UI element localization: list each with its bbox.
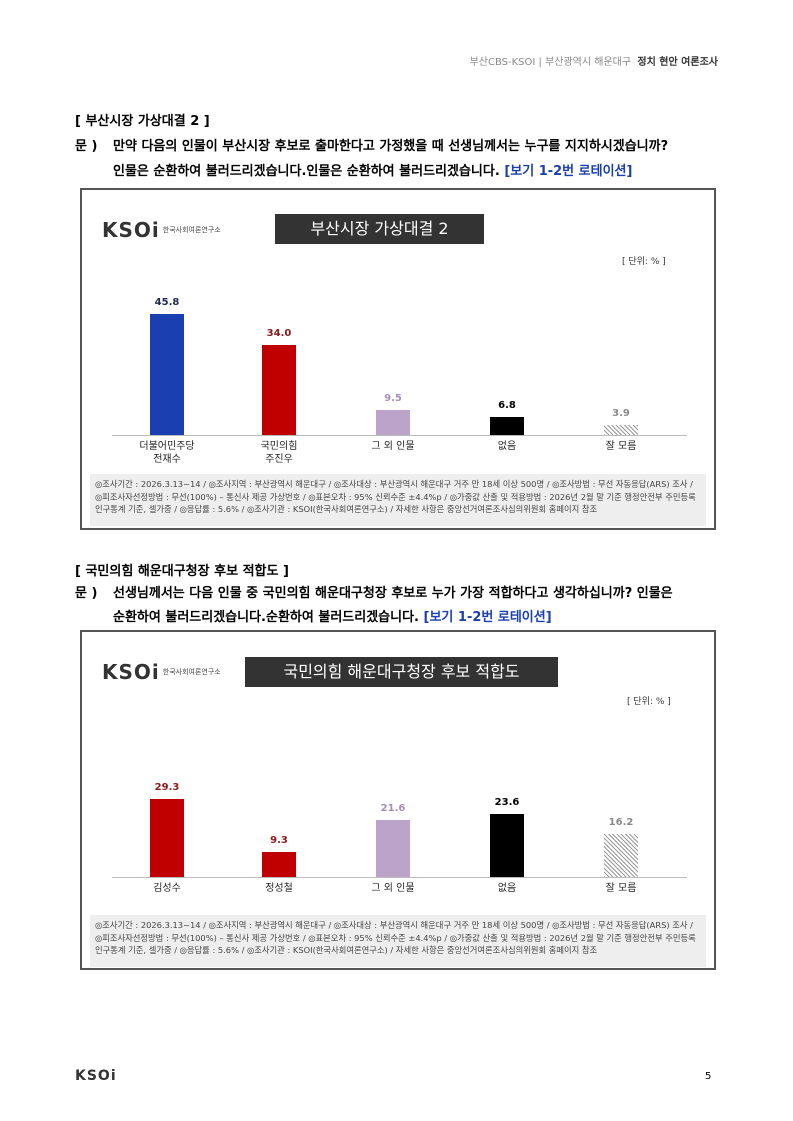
bar <box>150 799 184 877</box>
bar <box>490 814 524 877</box>
value-label: 34.0 <box>266 327 292 339</box>
baseline <box>112 877 687 878</box>
survey-note: ◎조사기간 : 2026.3.13~14 / ◎조사지역 : 부산광역시 해운대… <box>90 474 706 526</box>
question-label: 문 ) <box>75 139 98 154</box>
question-line: 만약 다음의 인물이 부산시장 후보로 출마한다고 가정했을 때 선생님께서는 … <box>113 139 669 154</box>
footer-logo: KSOi <box>75 1068 117 1084</box>
page-number: 5 <box>705 1071 712 1082</box>
bar <box>490 416 524 435</box>
header: 부산CBS-KSOI | 부산광역시 해운대구 정치 현안 여론조사 <box>470 53 718 68</box>
category-label: 그 외 인물 <box>371 883 415 894</box>
bar <box>376 409 410 435</box>
value-label: 29.3 <box>154 782 180 794</box>
bar <box>604 424 638 435</box>
question-note: [보기 1-2번 로테이션] <box>504 164 633 179</box>
chart-title: 국민의힘 해운대구청장 후보 적합도 <box>245 657 558 687</box>
unit-label: [ 단위: % ] <box>622 257 666 267</box>
value-label: 23.6 <box>494 797 520 809</box>
header-right: 정치 현안 여론조사 <box>637 57 718 68</box>
logo-sub: 한국사회여론연구소 <box>162 226 221 234</box>
bar <box>262 344 296 435</box>
baseline <box>112 435 687 436</box>
question-text: 순환하여 불러드리겠습니다. <box>266 610 419 625</box>
value-label: 9.5 <box>384 392 402 404</box>
value-label: 16.2 <box>608 817 634 829</box>
category-label: 그 외 인물 <box>371 441 415 452</box>
section-heading: [ 부산시장 가상대결 2 ] <box>75 114 210 129</box>
question-line: 순환하여 불러드리겠습니다.순환하여 불러드리겠습니다. [보기 1-2번 로테… <box>113 610 552 625</box>
logo: KSOi <box>102 218 160 242</box>
value-label: 6.8 <box>498 399 516 411</box>
value-label: 45.8 <box>154 296 180 308</box>
bar <box>604 834 638 877</box>
survey-note: ◎조사기간 : 2026.3.13~14 / ◎조사지역 : 부산광역시 해운대… <box>90 915 706 967</box>
header-left: 부산CBS-KSOI | 부산광역시 해운대구 <box>469 57 632 68</box>
logo-sub: 한국사회여론연구소 <box>162 668 221 676</box>
category-label: 정성철 <box>265 883 293 894</box>
chart-logo: KSOi 한국사회여론연구소 <box>102 218 221 242</box>
category-label: 국민의힘 주진우 <box>260 441 298 465</box>
unit-label: [ 단위: % ] <box>627 697 671 707</box>
value-label: 9.3 <box>270 835 288 847</box>
section-heading: [ 국민의힘 해운대구청장 후보 적합도 ] <box>75 564 289 579</box>
value-label: 21.6 <box>380 802 406 814</box>
category-label: 더불어민주당 전재수 <box>139 441 195 465</box>
logo: KSOi <box>102 660 160 684</box>
category-label: 김성수 <box>153 883 181 894</box>
question-line: 인물은 순환하여 불러드리겠습니다.인물은 순환하여 불러드리겠습니다. [보기… <box>113 164 633 179</box>
question-line: 선생님께서는 다음 인물 중 국민의힘 해운대구청장 후보로 누가 가장 적합하… <box>113 586 673 601</box>
category-label: 잘 모름 <box>605 883 637 894</box>
chart-title: 부산시장 가상대결 2 <box>275 214 484 244</box>
value-label: 3.9 <box>612 407 630 419</box>
bar <box>150 313 184 435</box>
category-label: 없음 <box>497 441 517 452</box>
chart-logo: KSOi 한국사회여론연구소 <box>102 660 221 684</box>
bar <box>262 852 296 877</box>
category-label: 없음 <box>497 883 517 894</box>
question-label: 문 ) <box>75 586 98 601</box>
bar <box>376 819 410 877</box>
category-label: 잘 모름 <box>605 441 637 452</box>
question-note: [보기 1-2번 로테이션] <box>423 610 552 625</box>
question-text: 인물은 순환하여 불러드리겠습니다. <box>306 164 500 179</box>
chart: KSOi 한국사회여론연구소 국민의힘 해운대구청장 후보 적합도 [ 단위: % ]… <box>80 630 716 970</box>
chart: KSOi 한국사회여론연구소 부산시장 가상대결 2 [ 단위: % ] 45.8 더불어… <box>80 188 716 530</box>
